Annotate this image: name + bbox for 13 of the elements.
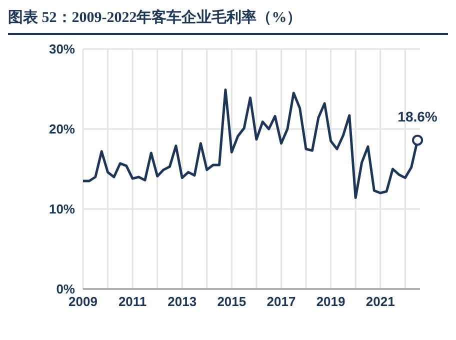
x-tick-label: 2021 <box>366 294 395 310</box>
x-tick-label: 2017 <box>266 294 296 310</box>
x-tick-label: 2009 <box>68 294 98 310</box>
x-tick-label: 2013 <box>168 294 197 310</box>
y-tick-label: 0% <box>56 282 76 297</box>
x-tick-label: 2011 <box>118 294 147 310</box>
x-tick-label: 2015 <box>217 294 246 310</box>
chart-title: 图表 52：2009-2022年客车企业毛利率（%） <box>8 8 448 35</box>
y-tick-label: 10% <box>48 202 76 217</box>
annotation: 18.6% <box>398 108 438 125</box>
y-tick-label: 30% <box>48 42 76 57</box>
x-tick-label: 2019 <box>316 294 346 310</box>
y-tick-label: 20% <box>48 122 76 137</box>
